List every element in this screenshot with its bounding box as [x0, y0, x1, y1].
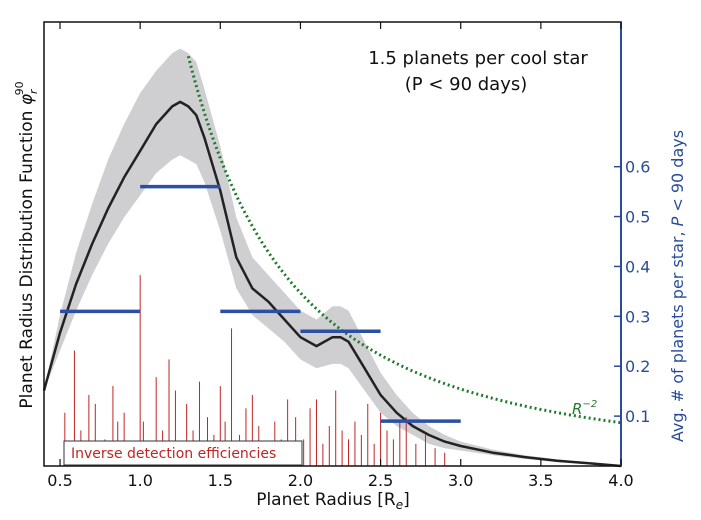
x-tick-label: 3.0: [448, 471, 473, 490]
annotation-line-2: (P < 90 days): [405, 74, 528, 95]
right-tick-layer: 0.1 0.2 0.3 0.4 0.5 0.6: [614, 158, 650, 426]
right-tick-label: 0.1: [625, 407, 650, 426]
power-law-curve: [186, 55, 622, 425]
x-tick-layer: 0.5 1.0 1.5 2.0 2.5 3.0 3.5 4.0: [47, 22, 634, 490]
confidence-band: [44, 48, 621, 466]
x-tick-label: 3.5: [528, 471, 553, 490]
x-tick-label: 1.5: [208, 471, 233, 490]
x-tick-label: 0.5: [47, 471, 72, 490]
right-tick-label: 0.5: [625, 208, 650, 227]
right-tick-label: 0.4: [625, 257, 650, 276]
right-axis-label: Avg. # of planets per star, P < 90 days: [668, 130, 687, 442]
y-axis-label: Planet Radius Distribution Function φr90: [13, 81, 40, 408]
right-tick-label: 0.2: [625, 357, 650, 376]
x-tick-label: 4.0: [608, 471, 633, 490]
x-tick-label: 2.5: [368, 471, 393, 490]
x-tick-label: 1.0: [127, 471, 152, 490]
detection-legend-box: [63, 440, 303, 466]
kde-line-layer: [42, 100, 622, 468]
bin-bar-layer: [60, 184, 461, 423]
right-tick-label: 0.6: [625, 158, 650, 177]
right-tick-label: 0.3: [625, 307, 650, 326]
kde-curve: [42, 100, 622, 468]
x-axis-label: Planet Radius [Re]: [256, 490, 410, 512]
confidence-band-layer: [44, 48, 621, 466]
annotation-line-1: 1.5 planets per cool star: [368, 48, 588, 69]
power-law-label: R−2: [572, 399, 597, 418]
detection-legend-label: Inverse detection efficiencies: [71, 446, 276, 462]
x-tick-label: 2.0: [288, 471, 313, 490]
power-law-layer: [186, 55, 622, 425]
plot-frame: [43, 21, 622, 467]
